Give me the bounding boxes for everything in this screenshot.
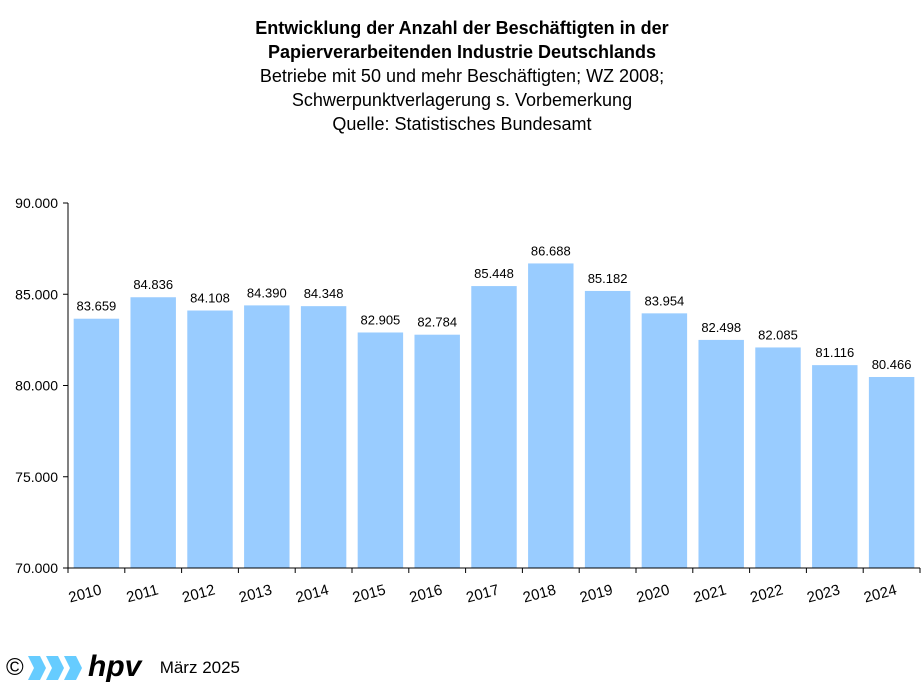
data-label-2013: 84.390 [247, 285, 287, 300]
x-tick-label-2021: 2021 [692, 581, 729, 606]
data-label-2016: 82.784 [417, 315, 457, 330]
x-tick-label-2020: 2020 [635, 581, 672, 606]
chart-subtitle-line-2: Schwerpunktverlagerung s. Vorbemerkung [291, 90, 633, 110]
bar-2014 [300, 306, 347, 568]
bar-2016 [414, 334, 460, 568]
footer: © hpv März 2025 [6, 648, 240, 688]
bar-2013 [244, 305, 290, 568]
bar-2019 [584, 290, 631, 568]
x-tick-label-2024: 2024 [862, 581, 899, 606]
bar-chart: 83.659 84.836 84.108 84.390 84.348 82.905 82.7… [15, 195, 921, 607]
hpv-wave-logo-icon [27, 656, 82, 680]
bar-2023 [812, 365, 858, 568]
x-tick-label-2019: 2019 [578, 581, 615, 606]
x-tick-label-2013: 2013 [237, 581, 274, 606]
y-tick-label: 80.000 [15, 378, 58, 394]
data-label-2022: 82.085 [758, 327, 798, 342]
x-tick-label-2012: 2012 [180, 581, 217, 606]
data-label-2011: 84.836 [133, 277, 173, 292]
bar-2020 [641, 313, 688, 568]
x-tick-label-2015: 2015 [351, 581, 388, 606]
copyright-symbol: © [6, 654, 24, 681]
bar-2015 [357, 332, 404, 568]
x-tick-label-2022: 2022 [748, 581, 785, 606]
bar-2021 [698, 339, 744, 568]
bar-2017 [471, 286, 517, 568]
hpv-logo-text: hpv [88, 650, 144, 683]
bar-2018 [528, 263, 574, 568]
y-tick-label: 85.000 [15, 286, 58, 302]
data-label-2010: 83.659 [77, 299, 117, 314]
chart-title-block: Entwicklung der Anzahl der Beschäftigten… [0, 16, 924, 136]
bar-2010 [73, 318, 120, 568]
chart-title-line-2: Papierverarbeitenden Industrie Deutschla… [267, 42, 657, 62]
footer-date: März 2025 [159, 658, 241, 677]
data-label-2024: 80.466 [872, 357, 912, 372]
data-label-2021: 82.498 [701, 320, 741, 335]
data-label-2017: 85.448 [474, 266, 514, 281]
x-tick-label-2011: 2011 [125, 581, 161, 606]
data-label-2023: 81.116 [815, 345, 854, 360]
y-tick-label: 90.000 [15, 195, 58, 211]
chart-title-line-1: Entwicklung der Anzahl der Beschäftigten… [255, 18, 669, 38]
bar-2011 [130, 297, 176, 568]
x-tick-label-2017: 2017 [464, 581, 501, 606]
x-tick-label-2010: 2010 [67, 581, 104, 606]
hpv-logo-icon: hpv [88, 650, 144, 683]
bar-2022 [755, 347, 801, 568]
bar-2024 [868, 376, 915, 568]
x-tick-label-2014: 2014 [294, 581, 331, 606]
bar-2012 [187, 310, 233, 568]
x-tick-label-2018: 2018 [521, 581, 558, 606]
chart-subtitle-line-1: Betriebe mit 50 und mehr Beschäftigten; … [259, 66, 665, 86]
data-label-2014: 84.348 [304, 286, 344, 301]
data-label-2020: 83.954 [645, 293, 685, 308]
y-tick-label: 70.000 [15, 560, 58, 576]
data-label-2018: 86.688 [531, 243, 571, 258]
chart-subtitle-line-3: Quelle: Statistisches Bundesamt [332, 114, 592, 134]
data-label-2012: 84.108 [190, 291, 230, 306]
data-label-2015: 82.905 [361, 312, 401, 327]
x-tick-label-2023: 2023 [805, 581, 842, 606]
x-tick-label-2016: 2016 [408, 581, 445, 606]
y-tick-label: 75.000 [15, 469, 58, 485]
data-label-2019: 85.182 [588, 271, 628, 286]
